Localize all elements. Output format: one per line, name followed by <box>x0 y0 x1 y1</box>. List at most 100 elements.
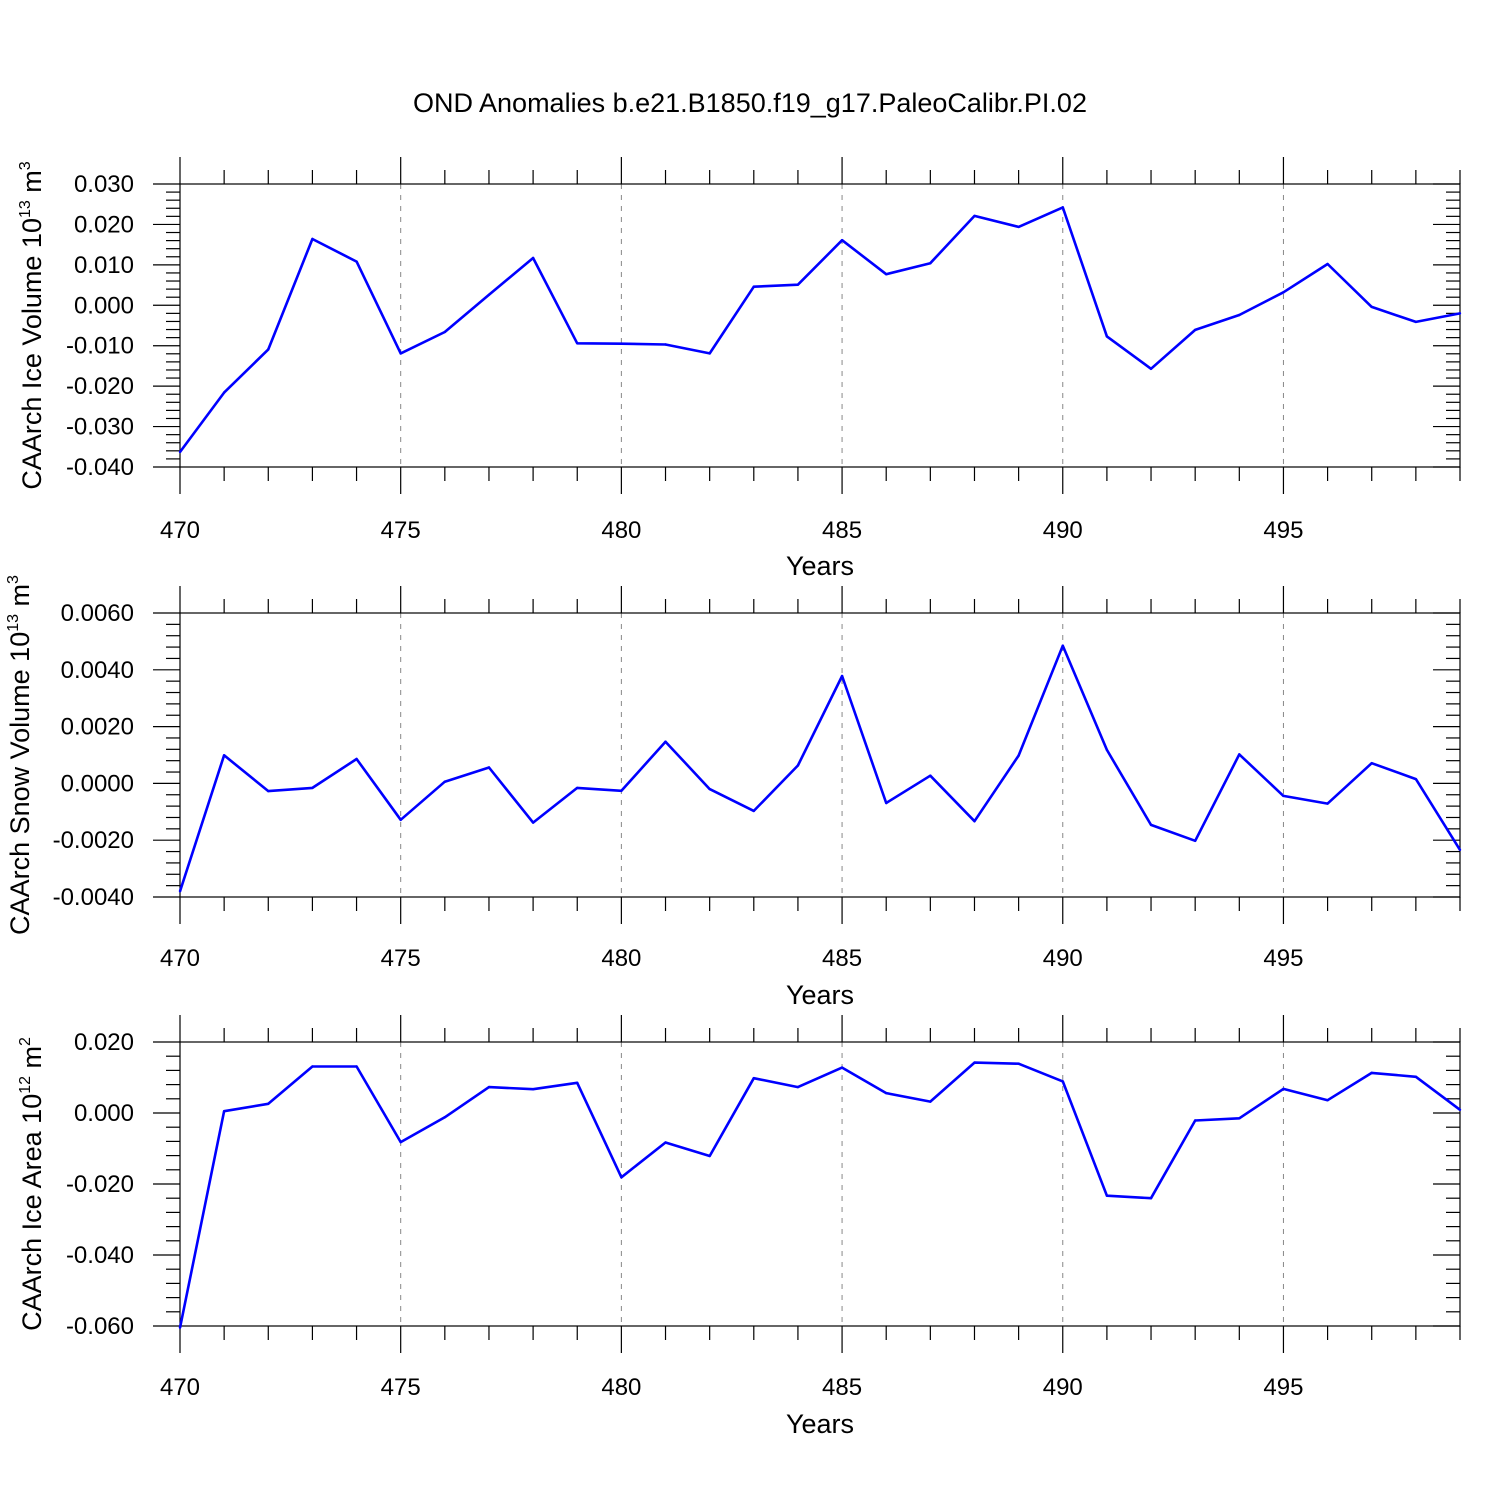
data-point <box>576 342 579 345</box>
data-point <box>487 766 491 769</box>
plot-frame <box>179 183 1461 468</box>
y-tick-label: -0.040 <box>66 1242 134 1269</box>
y-tick-label: 0.000 <box>74 292 134 319</box>
data-point <box>1326 1099 1329 1102</box>
plot-frame <box>179 612 1461 898</box>
y-axis-title-part: CAArch Ice Volume 10 <box>17 218 47 490</box>
data-point <box>1326 262 1329 266</box>
series-line <box>178 1061 1461 1329</box>
y-axis-title: CAArch Snow Volume 1013 m3 <box>5 575 35 935</box>
x-tick-label: 480 <box>601 945 641 972</box>
data-point <box>796 283 800 286</box>
chart-panel-1: -0.040 -0.030 -0.020 -0.010 0.000 0.010 0.020 0… <box>17 157 1462 581</box>
data-point <box>399 818 402 821</box>
y-tick-label: -0.040 <box>66 454 134 481</box>
y-axis-title-part: 13 <box>17 200 34 218</box>
data-point <box>222 391 226 394</box>
y-axis-title-part: 3 <box>5 575 22 584</box>
x-tick-label: 470 <box>160 1374 200 1401</box>
data-point <box>355 1065 358 1068</box>
data-point <box>620 342 623 345</box>
data-point <box>752 809 755 813</box>
y-tick-label: -0.020 <box>66 373 134 400</box>
data-point <box>443 1116 447 1119</box>
data-point <box>973 214 976 218</box>
data-point <box>752 1077 755 1080</box>
data-point <box>664 1141 667 1144</box>
y-axis-title: CAArch Ice Area 1012 m2 <box>17 1037 47 1331</box>
data-point <box>664 343 667 346</box>
x-tick-label: 485 <box>822 517 862 544</box>
data-point <box>487 1085 491 1089</box>
y-tick-label: -0.0040 <box>53 884 134 911</box>
data-point <box>664 740 667 743</box>
y-axis-title: CAArch Ice Volume 1013 m3 <box>17 161 47 489</box>
data-point <box>1282 1087 1285 1091</box>
data-point <box>840 238 844 242</box>
data-point <box>576 1081 579 1085</box>
data-point <box>929 262 932 265</box>
data-point <box>1458 1108 1462 1112</box>
data-point <box>443 780 447 783</box>
data-point <box>885 272 888 276</box>
y-tick-label: -0.0020 <box>53 827 134 854</box>
data-point <box>1061 206 1064 209</box>
y-tick-label: 0.0060 <box>61 600 134 627</box>
data-point <box>531 256 535 260</box>
y-axis-title-part: CAArch Snow Volume 10 <box>5 632 35 935</box>
data-point <box>973 819 976 823</box>
data-point <box>840 1066 844 1069</box>
y-tick-label: -0.030 <box>66 414 134 441</box>
x-tick-label: 475 <box>381 945 421 972</box>
data-point <box>1414 320 1418 324</box>
y-axis-title-part: m <box>17 170 47 200</box>
data-point <box>267 1102 270 1105</box>
plot-frame <box>179 1041 1461 1327</box>
y-axis-title-part: 2 <box>17 1037 34 1046</box>
data-point <box>178 890 182 893</box>
x-tick-label: 495 <box>1263 517 1303 544</box>
data-point <box>1370 1071 1373 1075</box>
series-line <box>178 206 1461 453</box>
chart-title: OND Anomalies b.e21.B1850.f19_g17.PaleoC… <box>413 88 1087 118</box>
y-tick-label: 0.0000 <box>61 770 134 797</box>
data-point <box>1238 753 1241 756</box>
data-point <box>752 285 755 288</box>
x-tick-label: 485 <box>822 1374 862 1401</box>
x-tick-label: 475 <box>381 517 421 544</box>
data-point <box>1282 291 1285 294</box>
x-axis-title: Years <box>786 1409 854 1439</box>
data-point <box>1061 644 1064 647</box>
y-tick-label: 0.030 <box>74 171 134 198</box>
chart-panel-3: -0.060 -0.040 -0.020 0.000 0.020 470 475 480 485… <box>17 1015 1462 1439</box>
data-point <box>443 330 447 334</box>
data-point <box>1105 1194 1109 1197</box>
data-point <box>885 801 888 805</box>
x-tick-label: 495 <box>1263 945 1303 972</box>
data-point <box>1370 305 1373 309</box>
data-point <box>1238 313 1241 317</box>
data-point <box>1105 748 1109 752</box>
data-point <box>531 1088 535 1091</box>
data-point <box>796 1085 800 1089</box>
x-tick-label: 490 <box>1043 1374 1083 1401</box>
data-point <box>1193 1119 1197 1122</box>
data-point <box>929 774 932 777</box>
data-point <box>531 821 535 824</box>
data-point <box>178 450 182 454</box>
y-tick-label: 0.020 <box>74 1029 134 1056</box>
data-point <box>355 260 358 263</box>
data-point <box>355 757 358 761</box>
data-point <box>311 786 314 790</box>
data-point <box>487 293 491 296</box>
chart-panel-2: -0.0040 -0.0020 0.0000 0.0020 0.0040 0.0060 47… <box>5 575 1462 1010</box>
data-point <box>796 764 800 767</box>
y-axis-title-part: CAArch Ice Area 10 <box>17 1094 47 1331</box>
x-tick-label: 470 <box>160 945 200 972</box>
x-tick-label: 490 <box>1043 945 1083 972</box>
data-point <box>1282 794 1285 798</box>
y-tick-label: 0.0020 <box>61 714 134 741</box>
data-point <box>1017 754 1020 757</box>
data-point <box>708 352 711 355</box>
data-point <box>885 1091 888 1095</box>
